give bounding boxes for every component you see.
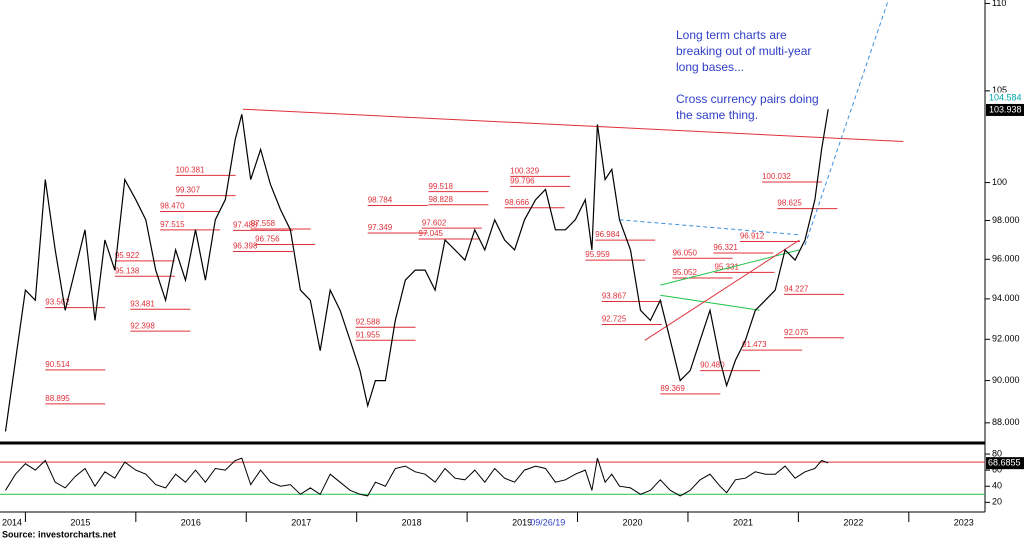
level-label: 95.138 [115, 266, 140, 275]
x-tick-label: 2022 [843, 517, 863, 527]
level-label: 92.725 [602, 315, 627, 324]
annotation: Long term charts are [676, 28, 787, 42]
level-label: 88.895 [45, 394, 70, 403]
price-marker-box [986, 103, 1024, 116]
x-tick-label: 2016 [181, 517, 201, 527]
annotation: breaking out of multi-year [676, 44, 811, 58]
rsi-tick-label: 40 [992, 481, 1002, 491]
trend-line [660, 249, 800, 286]
source: Source: investorcharts.net [2, 529, 116, 539]
x-tick-label: 2023 [954, 517, 974, 527]
level-label: 92.075 [784, 328, 809, 337]
level-label: 98.784 [368, 196, 393, 205]
x-tick-label: 2020 [623, 517, 643, 527]
rsi-last-label: 68.6855 [988, 458, 1021, 468]
price-marker-box [986, 92, 1024, 105]
level-label: 100.032 [762, 172, 791, 181]
y-tick-label: 98.000 [992, 215, 1020, 225]
level-label: 93.562 [45, 298, 70, 307]
level-label: 95.331 [714, 263, 739, 272]
rsi-tick-label: 80 [992, 448, 1002, 458]
y-tick-label: 100 [992, 177, 1007, 187]
trend-line [619, 219, 800, 236]
level-label: 95.052 [672, 268, 697, 277]
level-label: 91.955 [356, 330, 381, 339]
y-tick-label: 105 [992, 85, 1007, 95]
level-label: 96.912 [740, 232, 765, 241]
rsi-last-box [986, 457, 1024, 470]
price-marker-label: 104.584 [989, 93, 1022, 103]
rsi-tick-label: 20 [992, 497, 1002, 507]
y-tick-label: 92.000 [992, 334, 1020, 344]
level-label: 100.381 [176, 166, 205, 175]
rsi-tick-label: 60 [992, 465, 1002, 475]
level-label: 97.349 [368, 223, 393, 232]
y-tick-label: 94.000 [992, 293, 1020, 303]
trend-line [804, 1, 889, 246]
x-tick-label: 2014 [2, 517, 22, 527]
level-label: 96.321 [713, 243, 738, 252]
level-label: 97.602 [422, 218, 447, 227]
level-label: 100.329 [510, 166, 539, 175]
level-label: 96.984 [595, 230, 620, 239]
level-label: 97.558 [251, 219, 276, 228]
trend-line [660, 294, 760, 311]
level-label: 95.922 [115, 251, 140, 260]
y-tick-label: 110 [992, 0, 1006, 8]
trend-line [242, 108, 904, 142]
price-line [4, 109, 829, 432]
annotation: the same thing. [676, 108, 758, 122]
x-tick-label: 2021 [733, 517, 753, 527]
level-label: 97.045 [419, 229, 444, 238]
level-label: 89.369 [660, 384, 685, 393]
level-label: 93.867 [602, 292, 627, 301]
level-label: 94.227 [784, 284, 809, 293]
trend-lines [242, 1, 904, 341]
y-tick-label: 96.000 [992, 254, 1020, 264]
level-label: 93.481 [130, 299, 155, 308]
level-label: 90.514 [45, 360, 70, 369]
level-label: 92.398 [130, 321, 155, 330]
level-label: 98.625 [777, 199, 802, 208]
annotation: Cross currency pairs doing [676, 92, 819, 106]
level-label: 96.756 [255, 235, 280, 244]
level-label: 95.959 [585, 250, 610, 259]
level-label: 97.488 [233, 220, 258, 229]
level-label: 96.050 [672, 248, 697, 257]
level-label: 99.307 [176, 186, 201, 195]
level-label: 91.473 [742, 340, 767, 349]
price-marker-label: 103.938 [989, 104, 1022, 114]
level-label: 98.666 [505, 198, 530, 207]
level-label: 99.796 [510, 177, 535, 186]
level-label: 96.398 [233, 242, 258, 251]
level-label: 90.480 [700, 361, 725, 370]
trend-line [644, 239, 800, 341]
y-tick-label: 88.000 [992, 417, 1020, 427]
level-label: 98.828 [428, 195, 453, 204]
date-marker: 09/26/19 [530, 517, 565, 527]
level-label: 92.588 [356, 317, 381, 326]
x-tick-label: 2019 [512, 517, 532, 527]
rsi-line [5, 457, 829, 497]
annotation: long bases... [676, 60, 744, 74]
level-label: 97.515 [160, 220, 185, 229]
x-tick-label: 2017 [291, 517, 311, 527]
x-tick-label: 2018 [402, 517, 422, 527]
y-tick-label: 90.000 [992, 375, 1020, 385]
level-label: 99.518 [428, 182, 453, 191]
x-tick-label: 2015 [70, 517, 90, 527]
level-label: 98.470 [160, 202, 185, 211]
